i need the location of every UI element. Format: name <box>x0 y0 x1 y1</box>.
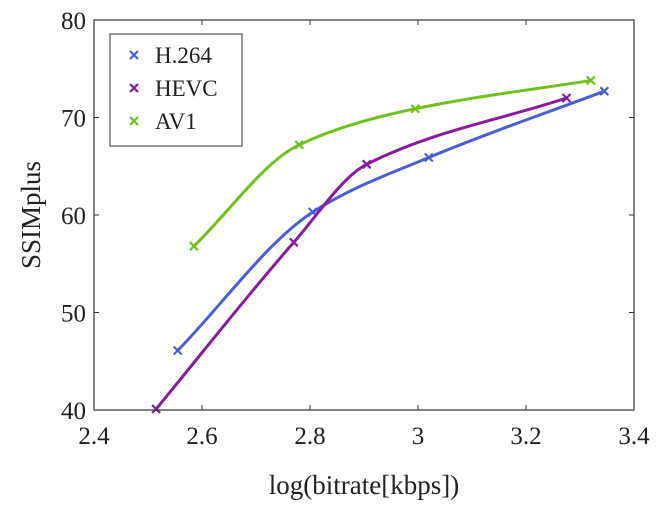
y-axis-label: SSIMplus <box>16 161 46 269</box>
series-line-av1 <box>192 78 593 248</box>
legend-marker <box>129 50 139 60</box>
data-point-hevc <box>289 237 299 248</box>
data-point-h264 <box>599 86 610 96</box>
legend: H.264 HEVC AV1 <box>109 33 243 147</box>
data-point-hevc <box>361 159 372 170</box>
data-point-hevc <box>151 404 161 414</box>
data-point-av1 <box>189 241 199 251</box>
data-point-hevc <box>561 93 572 103</box>
y-tick-label: 60 <box>61 203 86 230</box>
series-group <box>151 75 610 414</box>
data-point-av1 <box>586 75 596 86</box>
legend-label: H.264 <box>155 43 212 68</box>
y-tick-label: 40 <box>61 398 86 425</box>
x-tick-label: 2.8 <box>294 423 325 450</box>
x-tick-label: 3 <box>412 423 425 450</box>
data-point-av1 <box>294 140 304 150</box>
data-point-h264 <box>172 345 183 356</box>
y-tick-label: 70 <box>61 106 86 133</box>
x-axis-label: log(bitrate[kbps]) <box>269 470 459 500</box>
legend-marker <box>129 83 139 93</box>
data-point-av1 <box>410 103 421 114</box>
series-line-h264 <box>176 89 606 353</box>
series-line-hevc <box>154 96 568 411</box>
legend-marker <box>129 116 139 126</box>
legend-label: HEVC <box>155 76 218 101</box>
x-tick-label: 3.4 <box>618 423 650 450</box>
ticks-group: 2.4 2.6 2.8 3 3.2 3.4 40 50 60 70 80 <box>61 8 650 450</box>
legend-label: AV1 <box>155 109 197 134</box>
y-tick-label: 80 <box>61 8 86 35</box>
x-tick-label: 2.4 <box>78 423 110 450</box>
x-tick-label: 3.2 <box>510 423 541 450</box>
y-tick-label: 50 <box>61 301 86 328</box>
data-point-h264 <box>424 152 434 163</box>
x-tick-label: 2.6 <box>186 423 217 450</box>
